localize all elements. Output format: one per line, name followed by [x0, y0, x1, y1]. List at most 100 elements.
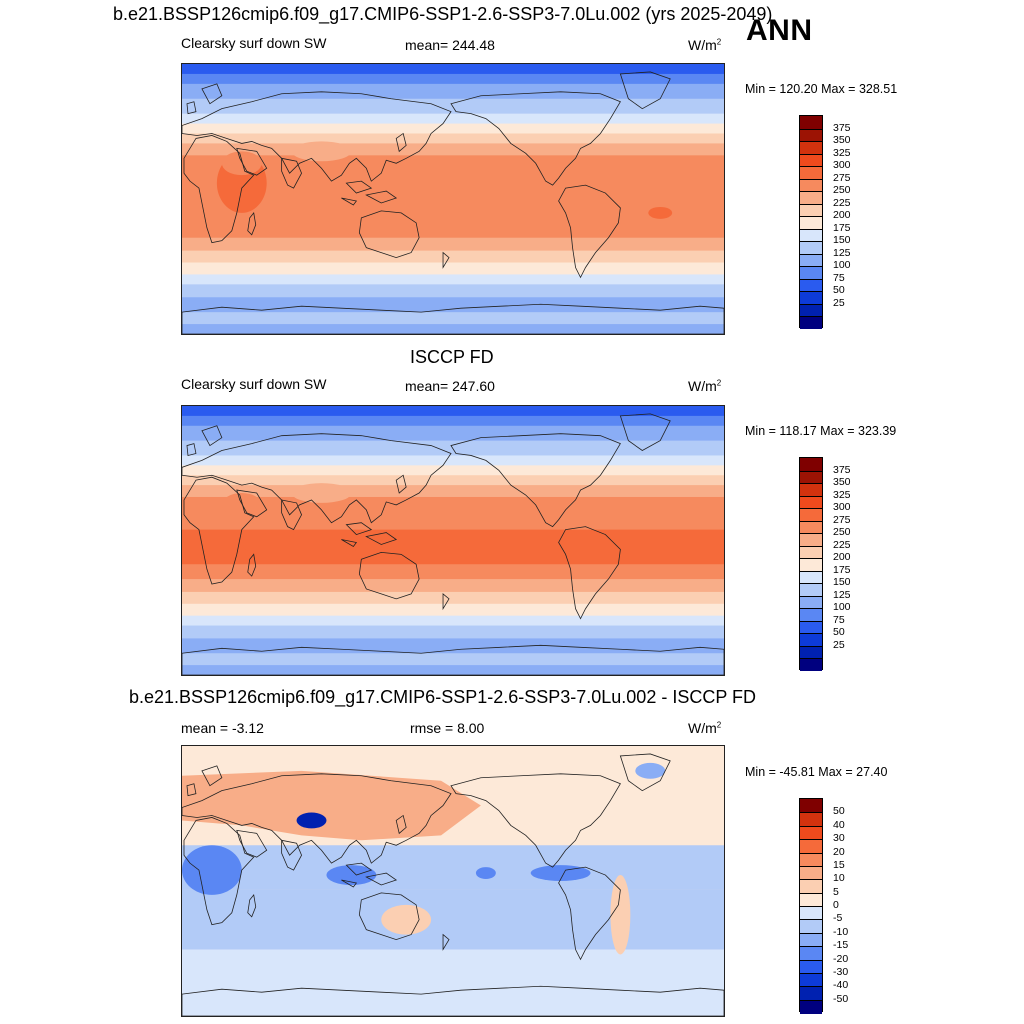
- coastline: [365, 190, 398, 204]
- field-band: [182, 485, 724, 498]
- panel3-map: [181, 745, 725, 1017]
- colorbar-label: 50: [833, 284, 845, 297]
- field-band: [182, 475, 724, 486]
- colorbar-label: 10: [833, 872, 845, 885]
- coastline: [395, 132, 407, 153]
- field-band: [182, 143, 724, 156]
- colorbar-segment: [800, 241, 822, 255]
- panel2-title: ISCCP FD: [410, 347, 494, 367]
- field-band: [182, 312, 724, 325]
- colorbar-segment: [800, 216, 822, 230]
- field-band: [182, 845, 724, 890]
- colorbar-segment: [800, 316, 822, 330]
- colorbar-segment: [800, 558, 822, 572]
- panel2-minmax: Min = 118.17 Max = 323.39: [745, 424, 897, 438]
- coastline: [281, 839, 302, 871]
- coastline: [358, 551, 420, 600]
- coastline: [558, 184, 621, 279]
- colorbar-label: 25: [833, 296, 845, 309]
- colorbar-label: 75: [833, 271, 845, 284]
- coastline: [236, 147, 268, 176]
- field-band: [182, 625, 724, 639]
- panel1-variable-label: Clearsky surf down SW: [181, 35, 327, 51]
- panel1-colorbar: [799, 115, 823, 330]
- panel1-mean-label: mean= 244.48: [405, 37, 495, 53]
- field-anomaly: [182, 770, 481, 841]
- colorbar-segment: [800, 458, 822, 472]
- field-anomaly: [221, 493, 262, 517]
- panel1-minmax: Min = 120.20 Max = 328.51: [745, 82, 898, 96]
- colorbar-segment: [800, 919, 822, 934]
- colorbar-label: 375: [833, 121, 851, 134]
- coastline: [442, 933, 450, 951]
- coastline: [236, 489, 268, 518]
- colorbar-segment: [800, 570, 822, 584]
- field-anomaly: [221, 151, 262, 176]
- colorbar-segment: [800, 483, 822, 497]
- colorbar-label: 125: [833, 588, 851, 601]
- colorbar-label: 25: [833, 638, 845, 651]
- colorbar-segment: [800, 879, 822, 894]
- coastline: [558, 866, 621, 961]
- coastline: [247, 893, 257, 918]
- colorbar-segment: [800, 128, 822, 142]
- field-anomaly: [296, 812, 327, 829]
- colorbar-label: 325: [833, 488, 851, 501]
- coastline: [341, 197, 358, 206]
- field-band: [182, 123, 724, 134]
- colorbar-segment: [800, 278, 822, 292]
- colorbar-label: 100: [833, 259, 851, 272]
- colorbar-segment: [800, 545, 822, 559]
- panel3-units-label: W/m2: [688, 720, 722, 736]
- field-anomaly: [291, 483, 352, 503]
- colorbar-segment: [800, 178, 822, 192]
- colorbar-segment: [800, 633, 822, 647]
- colorbar-label: 200: [833, 551, 851, 564]
- field-anomaly: [475, 867, 496, 880]
- coastline: [182, 433, 452, 524]
- panel3-mean-label: mean = -3.12: [181, 720, 264, 736]
- field-anomaly: [241, 530, 362, 559]
- panel2-variable-label: Clearsky surf down SW: [181, 376, 327, 392]
- panel3-map-svg: [182, 746, 724, 1016]
- colorbar-segment: [800, 946, 822, 960]
- field-anomaly: [530, 865, 591, 881]
- colorbar-segment: [800, 658, 822, 672]
- colorbar-label: -15: [833, 939, 849, 952]
- coastline: [442, 251, 450, 269]
- colorbar-label: 150: [833, 234, 851, 247]
- colorbar-label: -30: [833, 965, 849, 978]
- colorbar-segment: [800, 812, 822, 827]
- coastline: [345, 862, 373, 876]
- colorbar-label: 300: [833, 159, 851, 172]
- colorbar-segment: [800, 266, 822, 280]
- coastline: [281, 499, 302, 531]
- colorbar-segment: [800, 959, 822, 974]
- panel1-map: [181, 63, 725, 335]
- field-band: [182, 579, 724, 593]
- coastline: [395, 474, 407, 494]
- colorbar-label: 100: [833, 601, 851, 614]
- colorbar-label: 225: [833, 196, 851, 209]
- field-anomaly: [182, 845, 242, 895]
- field-band: [182, 638, 724, 654]
- coastline: [182, 303, 724, 334]
- panel3-rmse-label: rmse = 8.00: [410, 720, 485, 736]
- coastline: [201, 425, 223, 447]
- colorbar-label: 30: [833, 832, 845, 845]
- coastline: [247, 211, 257, 236]
- coastline: [358, 210, 420, 258]
- field-band: [182, 64, 724, 75]
- colorbar-label: 175: [833, 563, 851, 576]
- colorbar-label: 250: [833, 184, 851, 197]
- coastline: [186, 101, 197, 115]
- panel2-mean-label: mean= 247.60: [405, 378, 495, 394]
- colorbar-label: 325: [833, 146, 851, 159]
- field-band: [182, 250, 724, 264]
- colorbar-label: 50: [833, 805, 845, 818]
- field-band: [182, 665, 724, 675]
- coastline: [182, 773, 452, 864]
- coastline: [450, 433, 621, 528]
- coastline: [341, 879, 358, 888]
- coastline: [201, 765, 223, 787]
